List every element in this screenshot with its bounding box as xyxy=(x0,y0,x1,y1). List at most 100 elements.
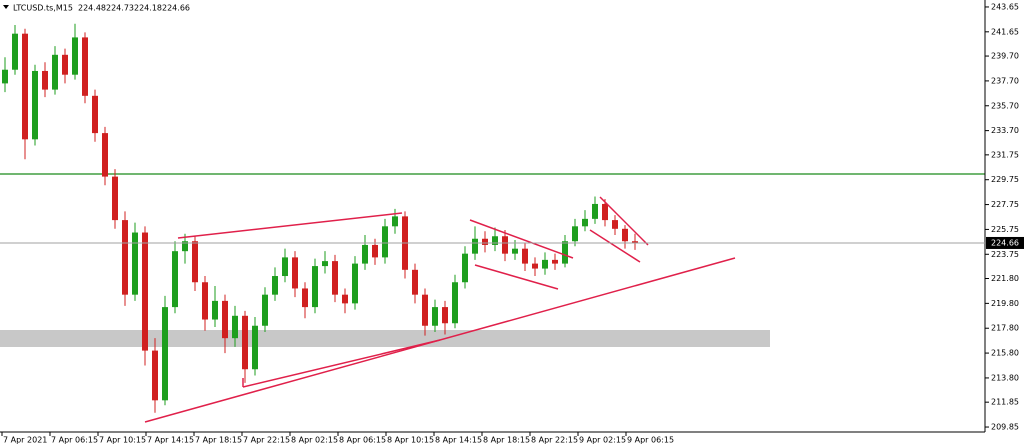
candle-body xyxy=(32,70,38,140)
candle-body xyxy=(442,307,448,324)
candle-body xyxy=(382,226,388,258)
candle-body xyxy=(2,69,8,84)
candle-body xyxy=(282,257,288,277)
trend-lines xyxy=(144,196,736,423)
x-tick-label: 8 Apr 06:15 xyxy=(339,436,386,445)
candle-body xyxy=(152,350,158,401)
candle-body xyxy=(372,244,378,258)
header-value: 224.73 xyxy=(106,4,134,13)
candle-body xyxy=(622,228,628,242)
support-zone xyxy=(0,330,770,347)
candle-body xyxy=(62,54,68,75)
symbol: LTCUSD.ts,M15 xyxy=(13,4,73,13)
header-value: 224.48 xyxy=(78,4,106,13)
candle-body xyxy=(582,218,588,227)
candles xyxy=(2,23,638,413)
candle-body xyxy=(132,232,138,295)
candle-body xyxy=(562,241,568,264)
candle-body xyxy=(322,261,328,267)
x-tick-label: 8 Apr 18:15 xyxy=(483,436,530,445)
y-tick-label: 217.80 xyxy=(991,324,1019,333)
trend-line xyxy=(242,339,441,388)
x-tick-label: 7 Apr 22:15 xyxy=(243,436,290,445)
x-tick-label: 7 Apr 06:15 xyxy=(51,436,98,445)
price-label: 224.66 xyxy=(991,238,1019,247)
x-tick-label: 7 Apr 14:15 xyxy=(147,436,194,445)
candle-body xyxy=(472,238,478,254)
candle-body xyxy=(72,37,78,75)
channel-line xyxy=(474,264,559,290)
x-tick-label: 8 Apr 22:15 xyxy=(531,436,578,445)
y-tick-label: 239.70 xyxy=(991,52,1019,61)
y-tick-label: 209.85 xyxy=(991,423,1019,432)
candle-body xyxy=(572,226,578,242)
collapse-icon[interactable] xyxy=(3,5,9,9)
candle-body xyxy=(142,232,148,351)
candle-body xyxy=(232,315,238,339)
candle-body xyxy=(392,216,398,227)
candle-body xyxy=(242,315,248,370)
y-tick-label: 223.75 xyxy=(991,250,1019,259)
candle-body xyxy=(602,203,608,221)
y-tick-label: 225.75 xyxy=(991,225,1019,234)
candle-body xyxy=(202,282,208,320)
candle-body xyxy=(222,300,228,339)
candle-body xyxy=(332,261,338,295)
candle-body xyxy=(42,70,48,90)
x-tick-label: 8 Apr 02:15 xyxy=(291,436,338,445)
candle-body xyxy=(292,257,298,289)
x-tick-label: 7 Apr 18:15 xyxy=(195,436,242,445)
candle-body xyxy=(312,266,318,308)
candle-body xyxy=(172,251,178,308)
y-tick-label: 231.75 xyxy=(991,150,1019,159)
candle-body xyxy=(272,276,278,295)
candle-body xyxy=(212,300,218,320)
candle-body xyxy=(422,294,428,326)
candle-body xyxy=(502,236,508,254)
x-tick-label: 8 Apr 10:15 xyxy=(387,436,434,445)
y-tick-label: 237.70 xyxy=(991,76,1019,85)
x-tick-label: 9 Apr 02:15 xyxy=(579,436,626,445)
candle-body xyxy=(122,220,128,295)
candle-body xyxy=(492,236,498,245)
price-label-box xyxy=(986,236,1024,249)
header-value: 224.18 xyxy=(134,4,162,13)
candle-body xyxy=(462,253,468,283)
candle-body xyxy=(52,54,58,90)
y-tick-label: 241.65 xyxy=(991,27,1019,36)
trend-line xyxy=(177,212,403,239)
channel-line xyxy=(589,229,641,263)
y-tick-label: 229.75 xyxy=(991,175,1019,184)
y-tick-label: 215.80 xyxy=(991,349,1019,358)
candle-body xyxy=(252,325,258,370)
candle-body xyxy=(92,95,98,134)
candle-body xyxy=(542,259,548,269)
candle-body xyxy=(342,294,348,304)
candle-body xyxy=(512,248,518,254)
candle-body xyxy=(432,307,438,326)
x-tick-label: 8 Apr 14:15 xyxy=(435,436,482,445)
candle-body xyxy=(452,282,458,324)
candle-body xyxy=(412,269,418,295)
candle-body xyxy=(112,176,118,221)
candle-body xyxy=(262,294,268,326)
candle-body xyxy=(522,248,528,264)
y-tick-label: 243.65 xyxy=(991,2,1019,11)
candle-body xyxy=(532,263,538,269)
y-tick-label: 221.80 xyxy=(991,274,1019,283)
candle-body xyxy=(632,241,638,243)
y-tick-label: 219.80 xyxy=(991,299,1019,308)
candle-body xyxy=(482,238,488,245)
header-value: 224.66 xyxy=(162,4,190,13)
candle-body xyxy=(82,37,88,96)
channel-line xyxy=(599,196,649,246)
y-tick-label: 227.75 xyxy=(991,200,1019,209)
candle-body xyxy=(162,307,168,401)
x-tick-label: 7 Apr 2021 xyxy=(3,436,47,445)
channel-line xyxy=(469,219,574,259)
x-tick-label: 9 Apr 06:15 xyxy=(627,436,674,445)
candle-body xyxy=(102,133,108,177)
